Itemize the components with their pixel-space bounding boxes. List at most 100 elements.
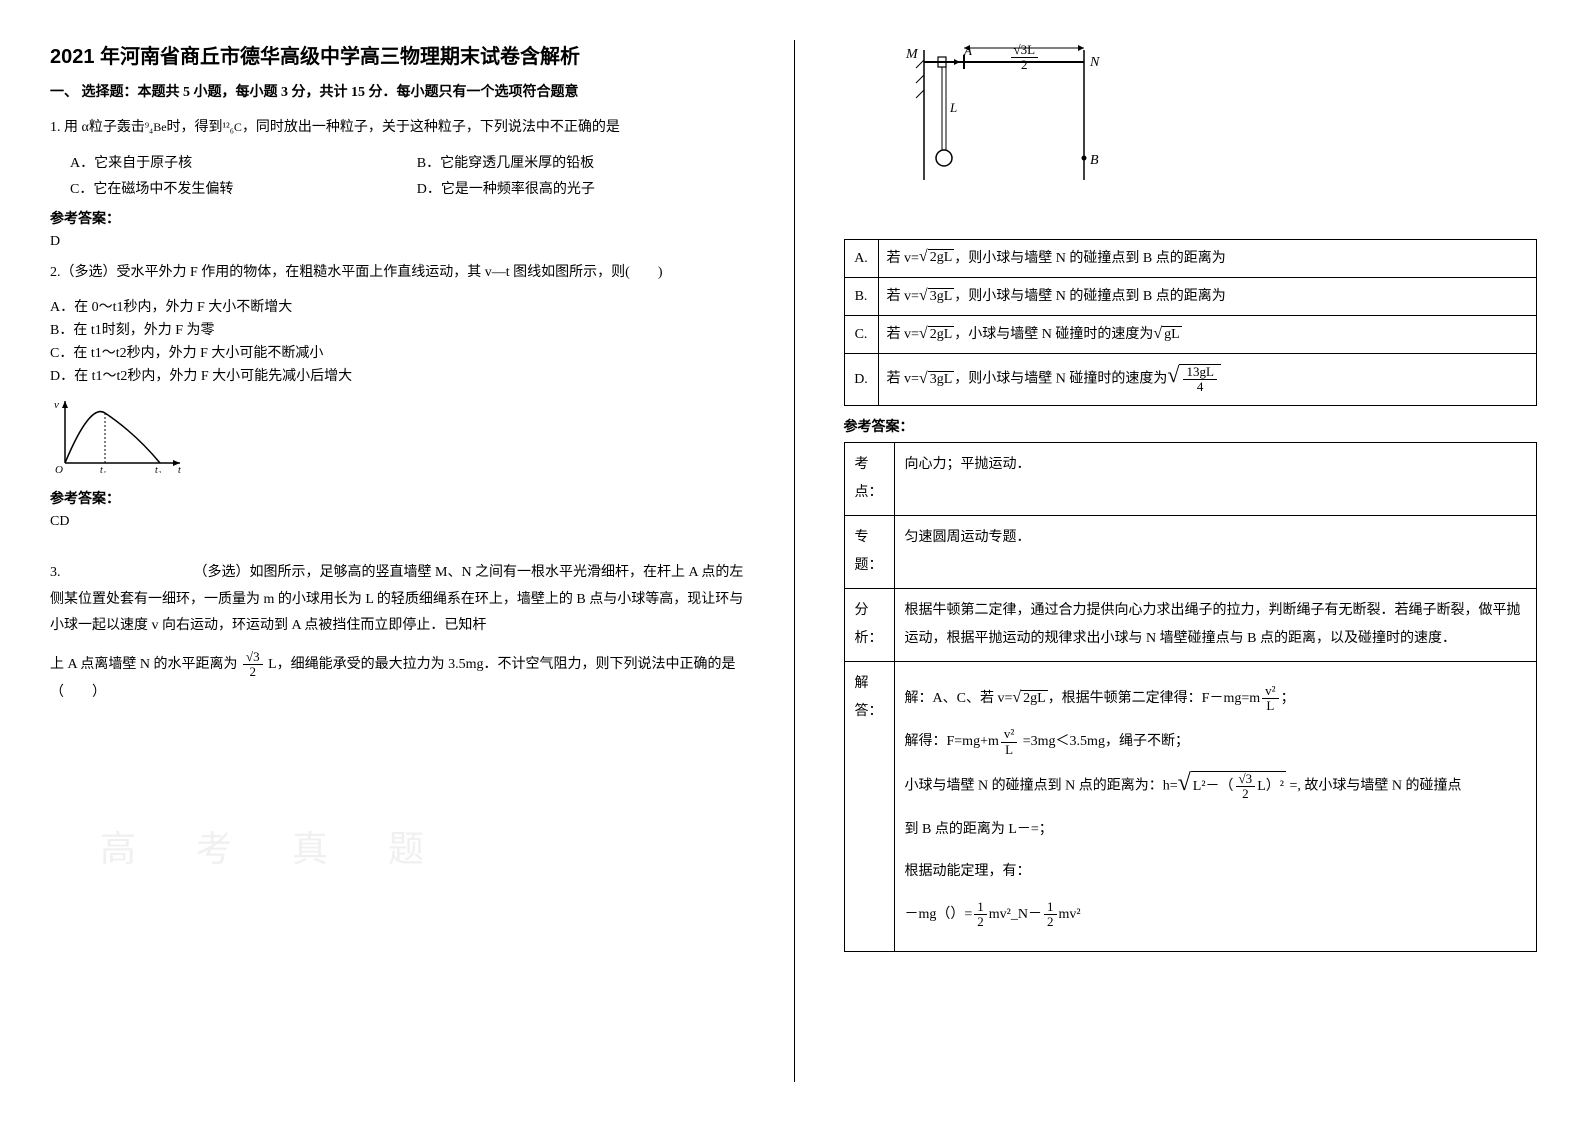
opt-c-mid: ，小球与墙壁 N 碰撞时的速度为 (954, 327, 1153, 342)
q2-option-d: D．在 t1～t2秒内，外力 F 大小可能先减小后增大 (50, 365, 744, 385)
sqrt-icon: √3gL (919, 371, 954, 389)
svg-text:O: O (55, 464, 63, 473)
opt-d-cell: 若 v=√3gL，则小球与墙壁 N 碰撞时的速度为√13gL4 (878, 354, 1537, 406)
q3-answer-label: 参考答案： (844, 416, 1538, 436)
opt-a-cell: 若 v=√2gL，则小球与墙壁 N 的碰撞点到 B 点的距离为 (878, 239, 1537, 277)
root3-over-2: √32 (243, 650, 263, 680)
jieda-line3: 小球与墙壁 N 的碰撞点到 N 点的距离为：h=√L²－（√32L）² =, 故… (905, 771, 1527, 802)
l3-ipre: L²－（ (1193, 779, 1234, 794)
l5-t1: mv²_N (989, 907, 1028, 922)
l1-pre: 解：A、C、若 v= (905, 691, 1013, 706)
q2-option-a: A．在 0～t1秒内，外力 F 大小不断增大 (50, 296, 744, 316)
question-3-stem1: 3. （多选）如图所示，足够高的竖直墙壁 M、N 之间有一根水平光滑细杆，在杆上… (50, 560, 744, 640)
q3-options-table: A. 若 v=√2gL，则小球与墙壁 N 的碰撞点到 B 点的距离为 B. 若 … (844, 239, 1538, 406)
svg-text:M: M (905, 47, 919, 62)
sqrt-icon: √2gL (1012, 690, 1047, 708)
svg-text:B: B (1090, 153, 1099, 168)
jieda-line3b: 到 B 点的距离为 L－=； (905, 816, 1527, 844)
opt-c-rad2: gL (1162, 326, 1182, 344)
svg-text:t: t (178, 465, 181, 473)
q2-option-c: C．在 t1～t2秒内，外力 F 大小可能不断减小 (50, 342, 744, 362)
opt-b-cell: 若 v=√3gL，则小球与墙壁 N 的碰撞点到 B 点的距离为 (878, 277, 1537, 315)
q2-option-b: B．在 t1时刻，外力 F 为零 (50, 319, 744, 339)
opt-d-den: 4 (1183, 380, 1216, 394)
sqrt-icon: √13gL4 (1167, 364, 1221, 395)
question-2-stem: 2.（多选）受水平外力 F 作用的物体，在粗糙水平面上作直线运动，其 v—t 图… (50, 260, 744, 287)
diagram-top-fraction: √3L2 (1009, 43, 1049, 73)
sqrt-icon: √gL (1153, 326, 1181, 344)
sqrt-icon: √L²－（√32L）² (1178, 771, 1286, 802)
table-row: B. 若 v=√3gL，则小球与墙壁 N 的碰撞点到 B 点的距离为 (844, 277, 1537, 315)
q1-stem-pre: 1. 用 α粒子轰击 (50, 120, 145, 135)
table-row: 考点： 向心力；平抛运动． (844, 442, 1537, 515)
opt-b-post: ，则小球与墙壁 N 的碰撞点到 B 点的距离为 (954, 289, 1225, 304)
l5-minus: － (1028, 907, 1042, 922)
jieda-line5: －mg（）=12mv²_N－12mv² (905, 900, 1527, 930)
opt-a-rad: 2gL (928, 249, 955, 267)
l1-mid: ，根据牛顿第二定律得：F－mg=m (1048, 691, 1260, 706)
l2-frac: v²L (1001, 727, 1017, 757)
q3-answer-table: 考点： 向心力；平抛运动． 专题： 匀速圆周运动专题． 分析： 根据牛顿第二定律… (844, 442, 1538, 952)
sqrt-icon: √2gL (919, 326, 954, 344)
opt-b-letter: B. (844, 277, 878, 315)
svg-text:L: L (949, 100, 957, 115)
sqrt-icon: √2gL (919, 249, 954, 267)
opt-c-rad: 2gL (928, 326, 955, 344)
row-zhuanti-label: 专题： (844, 515, 894, 588)
l3-ipost: L）² (1257, 779, 1284, 794)
q1-option-d: D．它是一种频率很高的光子 (397, 178, 744, 198)
q2-graph: v O t₁ t₂ t (50, 393, 744, 478)
q1-option-b: B．它能穿透几厘米厚的铅板 (397, 152, 744, 172)
l5-frac1: 12 (974, 900, 987, 930)
table-row: D. 若 v=√3gL，则小球与墙壁 N 碰撞时的速度为√13gL4 (844, 354, 1537, 406)
section-1-title: 一、 选择题：本题共 5 小题，每小题 3 分，共计 15 分．每小题只有一个选… (50, 81, 744, 101)
l5-pre: －mg（）= (905, 907, 973, 922)
diagram-frac-num: √3L (1011, 43, 1039, 58)
q1-be: ⁹₄Be (145, 120, 167, 134)
row-fenxi-label: 分析： (844, 588, 894, 661)
jieda-line1: 解：A、C、若 v=√2gL，根据牛顿第二定律得：F－mg=mv²L； (905, 684, 1527, 714)
jieda-line2: 解得：F=mg+mv²L =3mg＜3.5mg，绳子不断； (905, 727, 1527, 757)
q1-answer-label: 参考答案： (50, 208, 744, 228)
opt-d-letter: D. (844, 354, 878, 406)
opt-a-post: ，则小球与墙壁 N 的碰撞点到 B 点的距离为 (954, 251, 1225, 266)
q1-options-row1: A．它来自于原子核 B．它能穿透几厘米厚的铅板 (50, 152, 744, 172)
l3-mid: =, 故小球与墙壁 N 的碰撞点 (1286, 778, 1462, 793)
row-zhuanti-text: 匀速圆周运动专题． (894, 515, 1537, 588)
row-fenxi-text: 根据牛顿第二定律，通过合力提供向心力求出绳子的拉力，判断绳子有无断裂．若绳子断裂… (894, 588, 1537, 661)
l3-pre: 小球与墙壁 N 的碰撞点到 N 点的距离为：h= (905, 778, 1178, 793)
l2-post: =3mg＜3.5mg，绳子不断； (1019, 734, 1189, 749)
q1-stem-mid: 时，得到 (167, 120, 223, 135)
sqrt-icon: √3gL (919, 288, 954, 306)
l1-post: ； (1281, 691, 1295, 706)
q1-option-c: C．它在磁场中不发生偏转 (50, 178, 397, 198)
table-row: 专题： 匀速圆周运动专题． (844, 515, 1537, 588)
row-kaodian-label: 考点： (844, 442, 894, 515)
svg-text:v: v (54, 399, 59, 411)
table-row: C. 若 v=√2gL，小球与墙壁 N 碰撞时的速度为√gL (844, 315, 1537, 353)
opt-d-num: 13gL (1183, 365, 1216, 380)
row-kaodian-text: 向心力；平抛运动． (894, 442, 1537, 515)
opt-c-pre: 若 v= (887, 327, 919, 342)
svg-text:t₁: t₁ (100, 465, 106, 473)
table-row: 分析： 根据牛顿第二定律，通过合力提供向心力求出绳子的拉力，判断绳子有无断裂．若… (844, 588, 1537, 661)
jieda-line4: 根据动能定理，有： (905, 858, 1527, 886)
mn-diagram: M N A B L √3L2 (904, 40, 1538, 225)
q1-answer: D (50, 234, 744, 250)
watermark: 高 考 真 题 (100, 820, 436, 872)
opt-a-letter: A. (844, 239, 878, 277)
opt-c-letter: C. (844, 315, 878, 353)
document-title: 2021 年河南省商丘市德华高级中学高三物理期末试卷含解析 (50, 40, 744, 69)
opt-d-pre: 若 v= (887, 372, 919, 387)
question-3-stem2: 上 A 点离墙壁 N 的水平距离为 √32 L，细绳能承受的最大拉力为 3.5m… (50, 650, 744, 706)
row-jieda-label: 解答： (844, 661, 894, 951)
svg-text:A: A (963, 43, 972, 58)
table-row: A. 若 v=√2gL，则小球与墙壁 N 的碰撞点到 B 点的距离为 (844, 239, 1537, 277)
opt-d-rad: 3gL (928, 371, 955, 389)
diagram-frac-den: 2 (1011, 58, 1039, 72)
q1-option-a: A．它来自于原子核 (50, 152, 397, 172)
opt-d-mid: ，则小球与墙壁 N 碰撞时的速度为 (954, 372, 1167, 387)
q1-stem-post: ，同时放出一种粒子，关于这种粒子，下列说法中不正确的是 (242, 120, 620, 135)
l5-t2: mv² (1059, 907, 1081, 922)
q1-options-row2: C．它在磁场中不发生偏转 D．它是一种频率很高的光子 (50, 178, 744, 198)
